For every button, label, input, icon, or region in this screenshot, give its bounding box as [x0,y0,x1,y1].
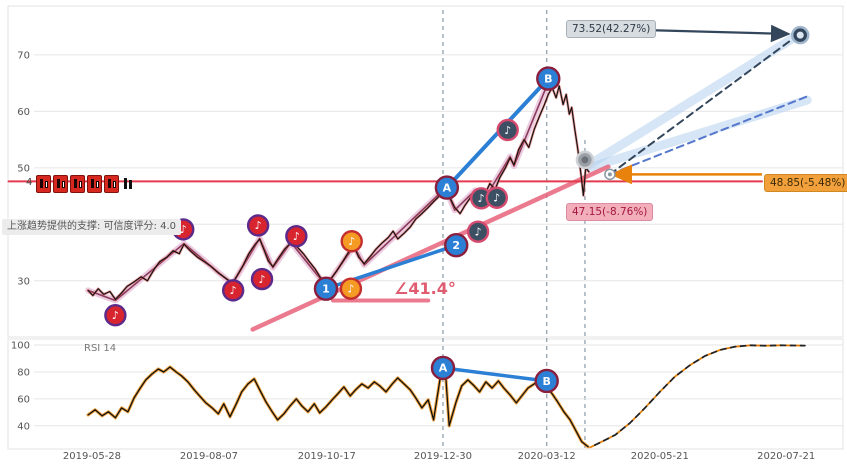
y-tick-label: 80 [17,367,30,378]
current-point[interactable] [575,150,595,170]
series-rsi-ab-line [441,366,549,383]
x-tick-label: 2019-12-30 [414,451,472,462]
series-price [87,85,590,300]
candle-pattern-icon[interactable] [53,175,68,193]
series-proj-dark [608,35,797,176]
series-support [250,164,611,332]
x-tick-label: 2020-07-21 [757,451,815,462]
marker-dark-note[interactable]: ♪ [496,118,519,142]
price-panel-border [7,5,844,338]
candle-pattern-icon[interactable] [70,175,85,193]
x-tick-label: 2019-10-17 [298,451,356,462]
marker-red-note[interactable]: ♪ [104,304,127,327]
series-rsi [87,366,589,448]
marker-red-note[interactable]: ♪ [250,267,274,291]
stop-price-label[interactable]: 47.15(-8.76%) [566,203,654,221]
marker-wave-2[interactable]: 2 [444,233,469,258]
origin-point[interactable] [604,168,616,181]
mini-candle-icon[interactable] [121,175,136,193]
target-point[interactable] [790,25,810,45]
rsi-indicator-title: RSI 14 [84,343,117,354]
series-rsi-proj [589,344,806,449]
trend-angle-label: ∠41.4° [394,279,456,298]
y-tick-label: 60 [17,394,30,405]
marker-orange-note[interactable]: ♪ [339,277,363,300]
y-tick-label: 60 [17,107,30,118]
series-proj-blue [608,95,808,176]
candle-pattern-icon[interactable] [36,175,51,193]
candle-pattern-icon[interactable] [87,175,102,193]
y-tick-label: 100 [11,341,30,352]
marker-red-note[interactable]: ♪ [221,279,245,302]
marker-red-note[interactable]: ♪ [246,214,270,237]
rsi-panel-border [7,338,844,450]
series-rsi-glow [86,365,590,449]
y-tick-label: 30 [17,276,30,287]
y-tick-label: 70 [17,50,30,61]
series-band-upper [584,27,808,170]
marker-dark-note[interactable]: ♪ [485,186,508,209]
marker-wave-B[interactable]: B [534,368,559,394]
candle-pattern-icon[interactable] [104,175,119,193]
marker-wave-A[interactable]: A [430,355,456,381]
x-tick-label: 2019-08-07 [180,451,238,462]
trend-support-note: 上涨趋势提供的支撑: 可信度评分: 4.0 [2,219,181,235]
pattern-icons [36,175,138,193]
level-price-label[interactable]: 48.85(-5.48%) [764,174,847,192]
marker-dark-note[interactable]: ♪ [466,220,490,243]
x-tick-label: 2020-05-21 [631,451,689,462]
marker-wave-B[interactable]: B [536,66,561,91]
x-tick-label: 2020-03-12 [518,451,576,462]
marker-wave-1[interactable]: 1 [313,276,339,301]
marker-red-note[interactable]: ♪ [285,224,308,248]
marker-wave-A[interactable]: A [434,175,460,200]
target-arrow [643,24,791,43]
level-axis-prefix: 4 [26,177,33,188]
target-price-label[interactable]: 73.52(42.27%) [566,20,657,38]
y-tick-label: 50 [17,163,30,174]
y-tick-label: 40 [17,421,30,432]
marker-orange-note[interactable]: ♪ [340,230,363,253]
x-tick-label: 2019-05-28 [63,451,121,462]
